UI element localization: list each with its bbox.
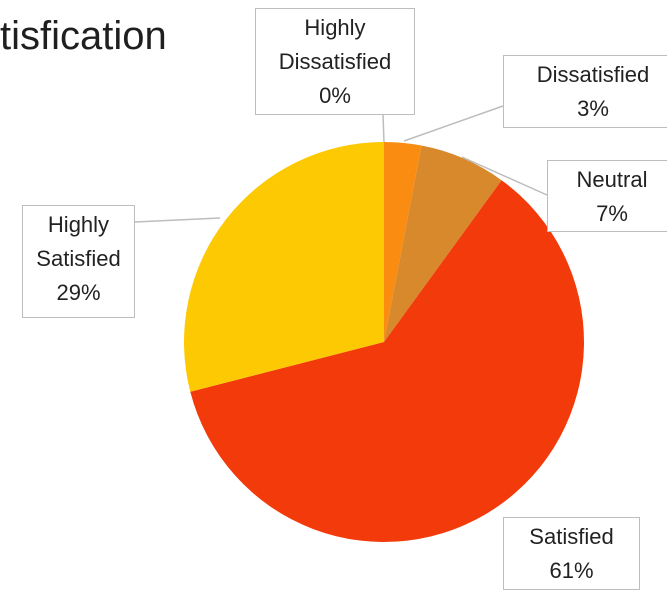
pie-slice xyxy=(190,180,584,543)
category-label: Highly Satisfied xyxy=(36,212,121,271)
data-label: Satisfied 61% xyxy=(503,517,640,590)
pie-slice xyxy=(184,142,384,392)
category-label: Satisfied xyxy=(529,524,614,549)
leader-line xyxy=(134,217,221,223)
leader-line xyxy=(461,156,548,196)
value-label: 3% xyxy=(577,96,609,121)
leader-line xyxy=(403,105,504,142)
data-label: Neutral 7% xyxy=(547,160,667,232)
value-label: 61% xyxy=(549,558,594,583)
pie-slice xyxy=(384,142,422,342)
category-label: Highly Dissatisfied xyxy=(278,15,392,74)
category-label: Dissatisfied xyxy=(536,62,650,87)
data-label: Highly Dissatisfied 0% xyxy=(255,8,415,115)
leader-line xyxy=(382,114,385,143)
value-label: 29% xyxy=(56,280,101,305)
value-label: 0% xyxy=(319,83,351,108)
category-label: Neutral xyxy=(576,167,648,192)
value-label: 7% xyxy=(596,201,628,226)
chart-title: tisfication xyxy=(0,14,167,58)
pie-slice xyxy=(384,145,502,342)
data-label: Highly Satisfied 29% xyxy=(22,205,135,318)
data-label: Dissatisfied 3% xyxy=(503,55,667,128)
